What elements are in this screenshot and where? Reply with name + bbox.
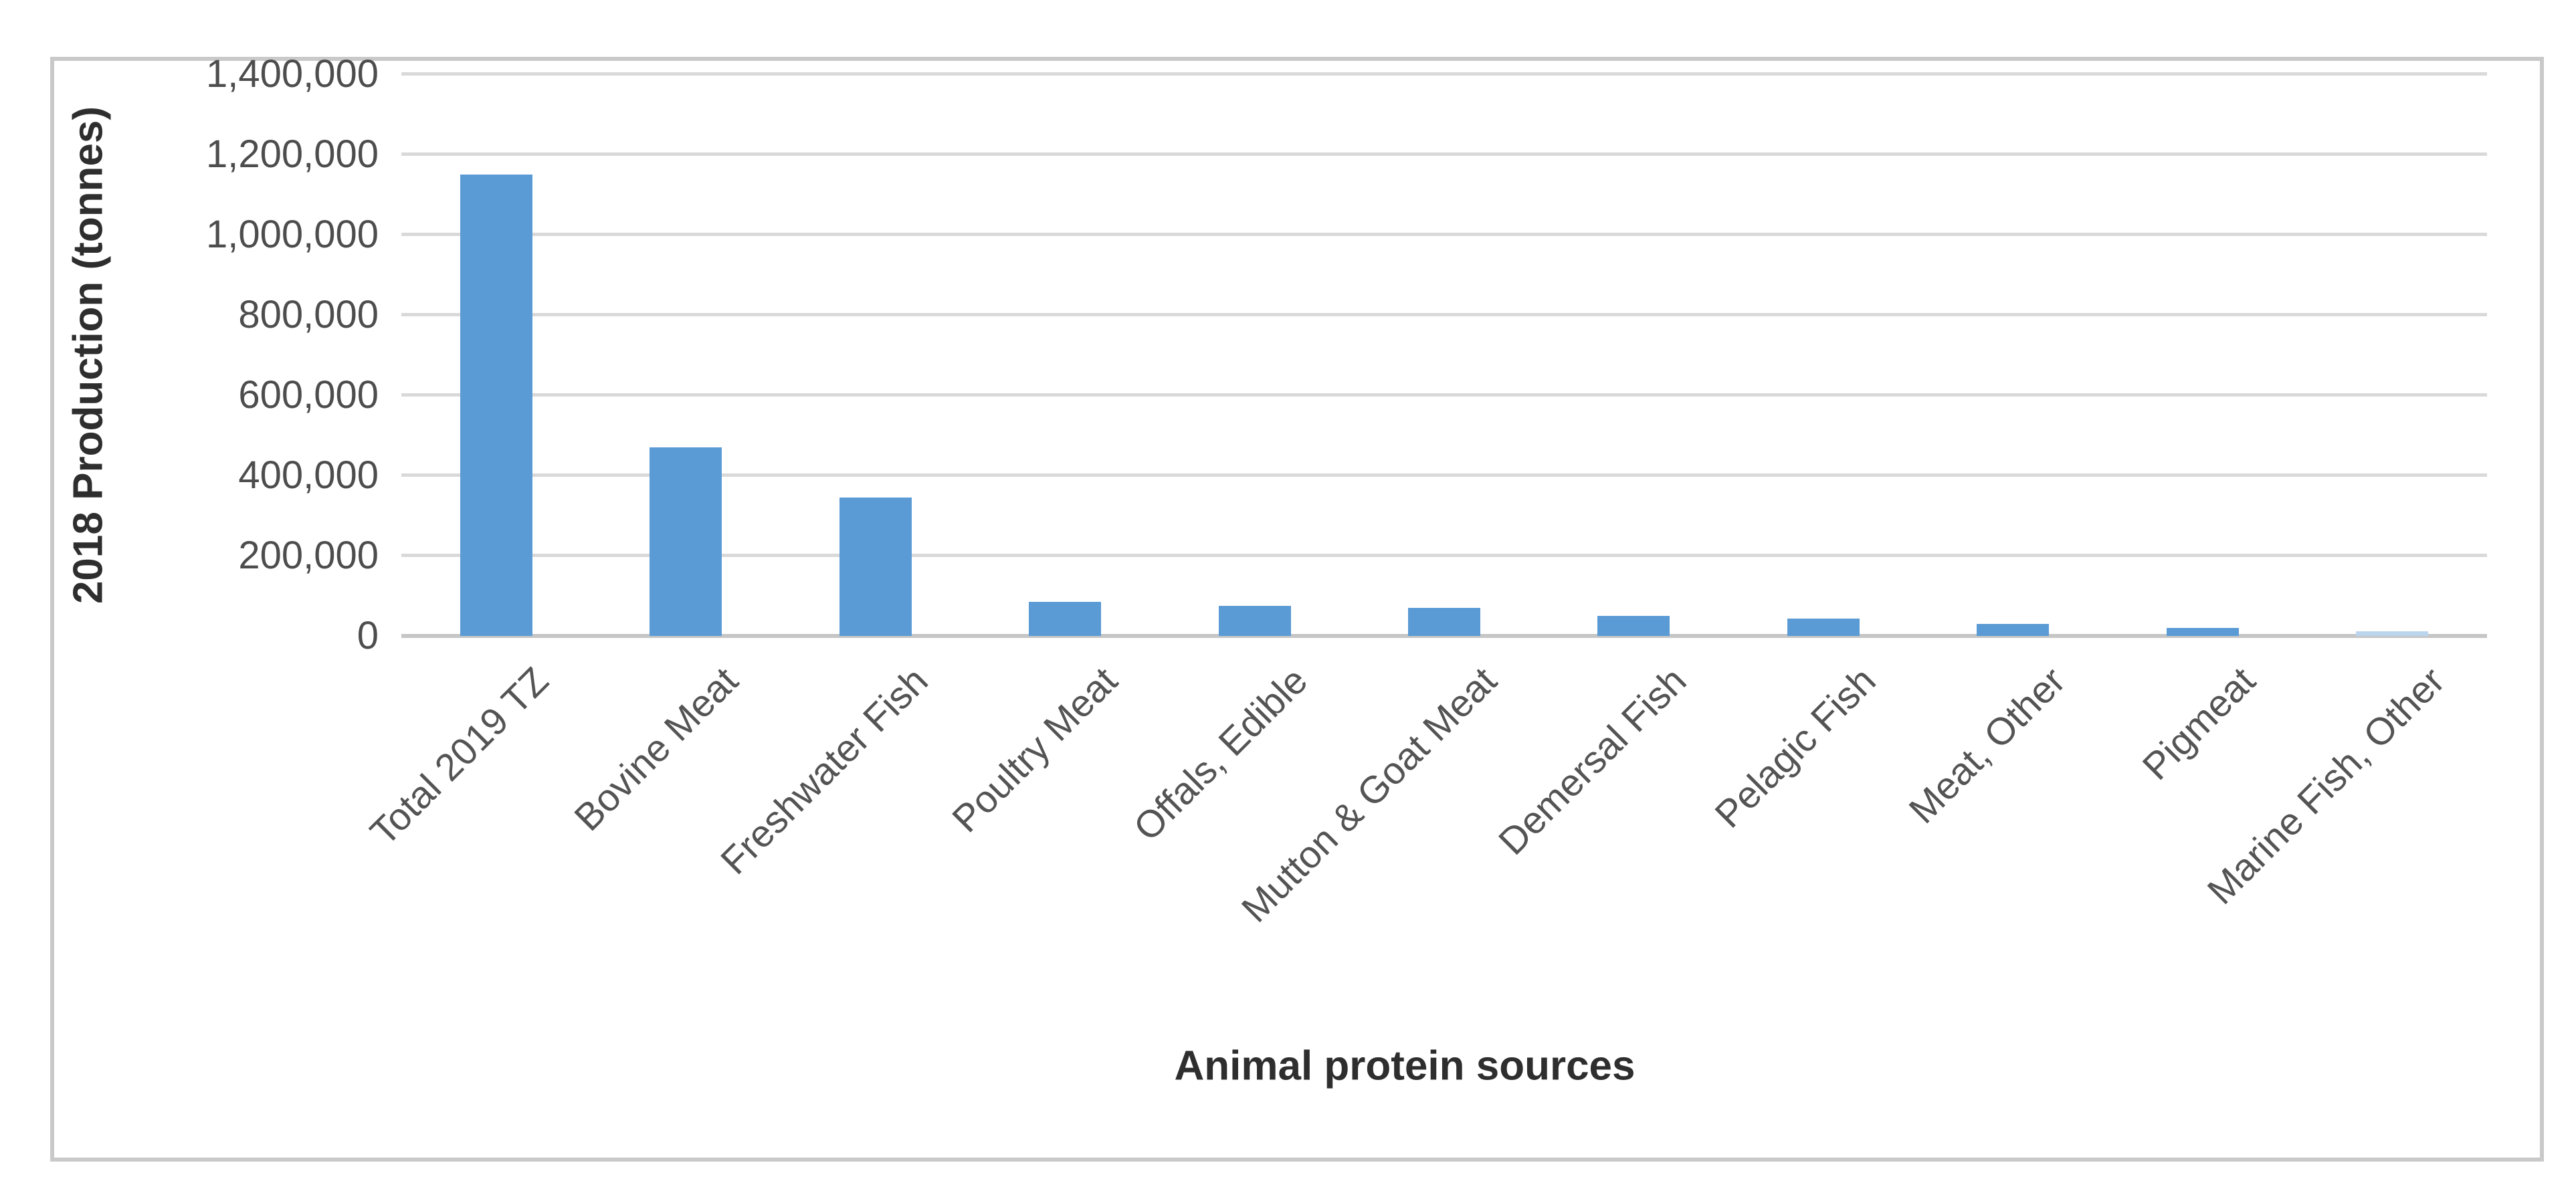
y-tick-label: 1,000,000 [205,213,379,256]
x-axis-title: Animal protein sources [1174,1043,1636,1089]
y-tick-label: 1,200,000 [205,132,379,176]
bar-slot [1160,74,1349,636]
y-tick-label: 600,000 [238,373,379,417]
bar-poultry-meat [1029,602,1102,636]
bar-slot [401,74,591,636]
bar-slot [2298,74,2487,636]
bar-pigmeat [2166,628,2239,636]
plot-area [401,72,2487,638]
bar-total-2019-tz [460,175,532,636]
bar-mutton-goat-meat [1407,608,1480,636]
gridline [401,313,2487,316]
gridline [401,473,2487,477]
bar-slot [2108,74,2297,636]
bar-marine-fish-other [2356,631,2429,636]
gridline [401,393,2487,397]
bar-pelagic-fish [1787,619,1860,636]
category-label: Freshwater Fish [712,659,936,883]
bar-slot [591,74,780,636]
gridline [401,152,2487,156]
gridline [401,72,2487,76]
bar-slot [970,74,1159,636]
bar-slot [1728,74,1918,636]
x-axis-line [401,634,2487,638]
gridline [401,554,2487,557]
category-label: Meat, Other [1901,659,2074,832]
category-label: Offals, Edible [1125,659,1316,849]
bar-slot [781,74,970,636]
category-label: Bovine Meat [566,659,747,840]
bar-meat-other [1977,624,2050,636]
y-tick-label: 400,000 [238,453,379,497]
gridline [401,233,2487,236]
category-label: Demersal Fish [1490,659,1695,863]
y-tick-label: 200,000 [238,534,379,577]
bar-slot [1349,74,1539,636]
y-axis-tick-labels: 0 200,000 400,000 600,000 800,000 1,000,000 1,… [0,52,379,657]
bar-offals-edible [1218,606,1291,636]
bar-freshwater-fish [839,498,912,636]
y-tick-label: 0 [357,614,379,657]
y-tick-label: 800,000 [238,293,379,336]
bar-slot [1918,74,2108,636]
bar-bovine-meat [650,447,722,636]
category-label: Poultry Meat [944,659,1126,841]
bars [401,74,2487,636]
category-label: Pelagic Fish [1707,659,1884,837]
category-label: Pigmeat [2134,659,2264,788]
bar-slot [1539,74,1728,636]
x-axis-category-labels: Total 2019 TZ Bovine Meat Freshwater Fish P… [363,659,2487,1073]
bar-demersal-fish [1597,616,1670,636]
y-tick-label: 1,400,000 [205,52,379,96]
